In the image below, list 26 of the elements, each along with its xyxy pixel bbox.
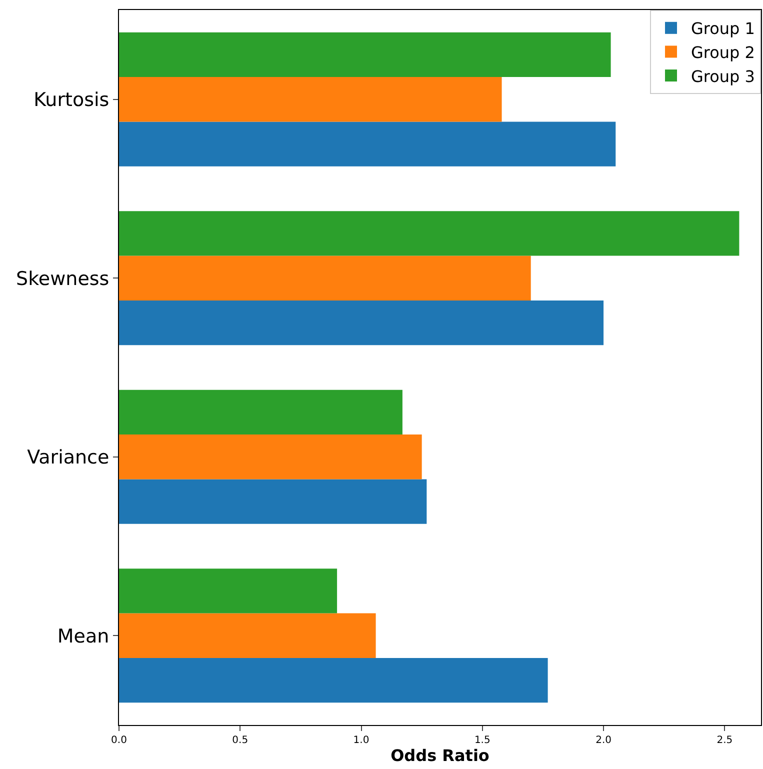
x-tick-label: 2.0 bbox=[596, 735, 612, 746]
bar bbox=[119, 479, 427, 524]
x-tick-label: 0.0 bbox=[111, 735, 127, 746]
legend-label: Group 2 bbox=[691, 42, 755, 62]
y-tick-label: Kurtosis bbox=[34, 89, 110, 112]
legend-label: Group 1 bbox=[691, 19, 755, 38]
y-tick-label: Mean bbox=[57, 625, 110, 648]
bar bbox=[119, 300, 604, 346]
y-tick-label: Skewness bbox=[16, 268, 110, 290]
bar bbox=[119, 77, 502, 122]
bar bbox=[119, 613, 376, 658]
x-tick-label: 1.5 bbox=[474, 735, 490, 746]
x-tick-label: 2.5 bbox=[716, 735, 733, 746]
bar bbox=[119, 434, 422, 480]
bar bbox=[119, 211, 740, 256]
x-axis-title: Odds Ratio bbox=[390, 746, 490, 765]
bar bbox=[119, 568, 338, 614]
bar bbox=[119, 658, 548, 703]
legend-label: Group 3 bbox=[691, 66, 755, 86]
bar bbox=[119, 390, 402, 435]
x-tick-label: 1.0 bbox=[353, 735, 370, 746]
bar bbox=[119, 122, 616, 166]
bar bbox=[119, 32, 611, 78]
x-tick-label: 0.5 bbox=[232, 735, 248, 746]
y-tick-label: Variance bbox=[27, 446, 110, 469]
bar bbox=[119, 256, 531, 300]
